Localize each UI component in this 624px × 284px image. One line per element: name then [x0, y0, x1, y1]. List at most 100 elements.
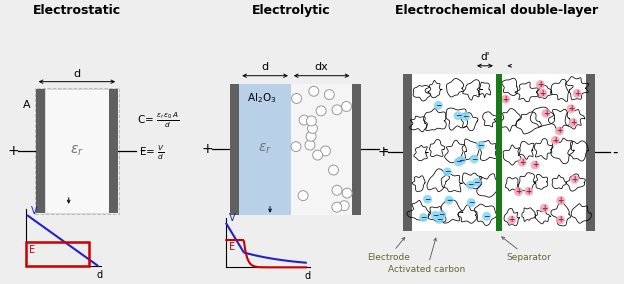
Text: +: + — [552, 136, 558, 145]
Bar — [36, 89, 45, 213]
Circle shape — [299, 115, 309, 125]
Circle shape — [332, 202, 342, 212]
Circle shape — [570, 175, 579, 184]
Circle shape — [291, 142, 301, 152]
Circle shape — [435, 215, 444, 224]
Circle shape — [332, 185, 342, 195]
Circle shape — [530, 160, 540, 170]
Text: Electrostatic: Electrostatic — [33, 4, 121, 17]
Circle shape — [454, 158, 463, 166]
Text: −: − — [471, 154, 477, 164]
Circle shape — [434, 101, 443, 110]
Circle shape — [291, 93, 301, 103]
Circle shape — [305, 140, 315, 150]
Text: C= $\frac{\varepsilon_r\,\varepsilon_0\,A}{d}$: C= $\frac{\varepsilon_r\,\varepsilon_0\,… — [137, 110, 179, 130]
Text: +: + — [543, 109, 549, 118]
Text: Activated carbon: Activated carbon — [388, 238, 466, 274]
Circle shape — [461, 112, 470, 121]
Text: +: + — [525, 187, 532, 196]
Text: +: + — [540, 89, 546, 98]
Text: +: + — [502, 95, 509, 104]
Text: −: − — [444, 167, 451, 176]
Circle shape — [556, 196, 565, 205]
Text: +: + — [378, 145, 389, 159]
Text: E: E — [29, 245, 35, 255]
Circle shape — [423, 195, 432, 204]
Text: +: + — [509, 216, 515, 224]
Text: Electrochemical double-layer: Electrochemical double-layer — [395, 4, 598, 17]
Circle shape — [437, 210, 446, 220]
Bar — [496, 74, 502, 231]
Circle shape — [454, 111, 462, 120]
Circle shape — [538, 89, 547, 98]
Circle shape — [501, 95, 510, 104]
Circle shape — [467, 198, 475, 207]
Text: +: + — [570, 118, 577, 127]
Text: dx: dx — [314, 62, 328, 72]
Circle shape — [313, 150, 323, 160]
Bar — [35, 88, 119, 214]
Text: -: - — [139, 143, 145, 158]
Circle shape — [514, 187, 523, 196]
Text: E: E — [230, 241, 235, 252]
Circle shape — [555, 127, 564, 135]
Text: −: − — [455, 158, 462, 166]
Bar — [109, 89, 118, 213]
Text: −: − — [421, 213, 427, 222]
Text: −: − — [468, 198, 474, 207]
Text: −: − — [459, 156, 465, 165]
Circle shape — [341, 101, 351, 111]
Text: −: − — [432, 211, 439, 220]
Text: d: d — [305, 271, 311, 281]
Circle shape — [444, 196, 454, 204]
Circle shape — [540, 204, 548, 213]
Text: −: − — [484, 212, 490, 221]
Text: $\varepsilon_r$: $\varepsilon_r$ — [258, 142, 272, 156]
Text: +: + — [556, 126, 562, 135]
Bar — [45, 89, 109, 213]
Text: V: V — [230, 213, 236, 223]
Text: −: − — [439, 210, 445, 220]
Bar — [412, 74, 586, 231]
Bar — [291, 84, 353, 215]
Bar — [353, 84, 361, 215]
Text: +: + — [568, 104, 574, 113]
Circle shape — [482, 212, 491, 221]
Text: −: − — [435, 101, 442, 110]
Circle shape — [419, 213, 428, 222]
Text: −: − — [467, 181, 474, 189]
Circle shape — [466, 181, 475, 189]
Text: −: − — [446, 196, 452, 205]
Bar — [26, 242, 89, 266]
Text: $\varepsilon_r$: $\varepsilon_r$ — [70, 143, 84, 158]
Text: −: − — [424, 195, 431, 204]
Circle shape — [332, 105, 342, 115]
Text: +: + — [7, 144, 19, 158]
Circle shape — [298, 191, 308, 201]
Text: Al$_2$O$_3$: Al$_2$O$_3$ — [247, 92, 276, 105]
Text: d: d — [74, 69, 80, 79]
Circle shape — [573, 89, 582, 98]
Circle shape — [472, 178, 481, 187]
Bar — [230, 84, 239, 215]
Text: +: + — [557, 215, 563, 224]
Circle shape — [524, 187, 534, 196]
Text: −: − — [474, 178, 480, 187]
Text: Separator: Separator — [502, 237, 551, 262]
Bar — [586, 74, 595, 231]
Text: +: + — [574, 89, 580, 98]
Text: d': d' — [480, 52, 490, 62]
Circle shape — [306, 131, 316, 141]
Circle shape — [339, 201, 349, 211]
Text: Electrode: Electrode — [367, 237, 409, 262]
Text: -: - — [612, 145, 617, 160]
Circle shape — [321, 146, 330, 156]
Text: −: − — [455, 111, 461, 120]
Bar — [403, 74, 412, 231]
Text: +: + — [558, 196, 564, 205]
Circle shape — [309, 86, 319, 96]
Circle shape — [329, 165, 338, 175]
Text: +: + — [532, 160, 538, 170]
Text: −: − — [462, 112, 469, 121]
Circle shape — [542, 109, 550, 118]
